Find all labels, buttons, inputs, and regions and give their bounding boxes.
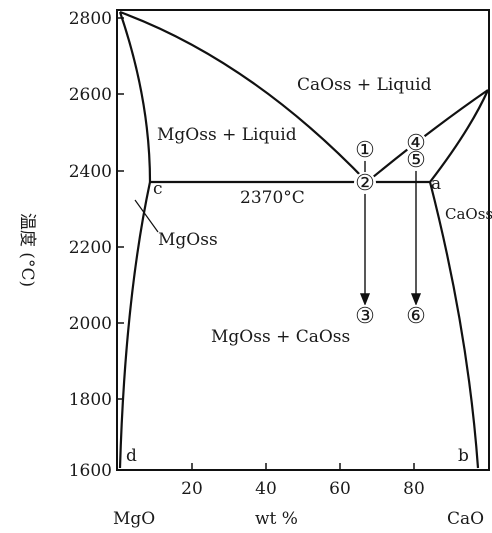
marker-4-circle xyxy=(405,132,427,154)
region-label-two-solids: MgOss + CaOss xyxy=(211,327,350,347)
cao-liquidus-curve xyxy=(366,89,489,183)
x-left-component: MgO xyxy=(113,509,155,529)
x-tick-marks xyxy=(191,463,415,470)
arrow-head-6 xyxy=(410,293,422,306)
cao-solvus-curve xyxy=(428,181,480,469)
marker-1-label: ① xyxy=(355,138,375,163)
eutectic-temperature-label: 2370°C xyxy=(240,188,305,208)
y-tick-label: 1600 xyxy=(69,461,112,481)
marker-2-circle xyxy=(354,172,376,194)
y-tick-label: 2400 xyxy=(69,162,112,182)
marker-4-label: ④ xyxy=(406,131,426,156)
x-axis-label: wt % xyxy=(255,509,298,529)
arrow-head-3 xyxy=(359,293,371,306)
mgo-liquidus-curve xyxy=(119,10,368,183)
x-tick-label: 60 xyxy=(329,479,351,499)
marker-3-label: ③ xyxy=(355,304,375,329)
x-right-component: CaO xyxy=(447,509,484,529)
point-b: b xyxy=(458,446,469,466)
marker-5-label: ⑤ xyxy=(406,148,426,173)
marker-6-circle xyxy=(405,305,427,327)
marker-5-circle xyxy=(405,149,427,171)
region-label-cao-ss: CaOss xyxy=(445,205,492,223)
marker-6-label: ⑥ xyxy=(406,304,426,329)
y-tick-label: 2200 xyxy=(69,238,112,258)
mgo-solvus-curve xyxy=(118,181,152,469)
x-tick-label: 40 xyxy=(255,479,277,499)
x-tick-label: 80 xyxy=(403,479,425,499)
marker-3-circle xyxy=(354,305,376,327)
mgo-solidus-curve xyxy=(118,11,152,183)
point-d: d xyxy=(126,446,137,466)
y-tick-label: 2800 xyxy=(69,9,112,29)
x-tick-label: 20 xyxy=(181,479,203,499)
y-tick-label: 1800 xyxy=(69,390,112,410)
point-c: c xyxy=(153,179,163,199)
mgo-ss-leader xyxy=(134,199,159,233)
region-label-mgo-liquid: MgOss + Liquid xyxy=(157,125,297,145)
y-tick-label: 2600 xyxy=(69,85,112,105)
region-label-cao-liquid: CaOss + Liquid xyxy=(297,75,432,95)
y-axis-label: 温度 (°C) xyxy=(17,213,37,287)
marker-1-circle xyxy=(354,139,376,161)
plot-frame xyxy=(116,9,490,471)
region-label-mgo-ss: MgOss xyxy=(158,230,218,250)
marker-2-label: ② xyxy=(355,171,375,196)
cao-solidus-curve xyxy=(429,89,490,183)
y-tick-label: 2000 xyxy=(69,314,112,334)
point-a: a xyxy=(431,174,441,194)
